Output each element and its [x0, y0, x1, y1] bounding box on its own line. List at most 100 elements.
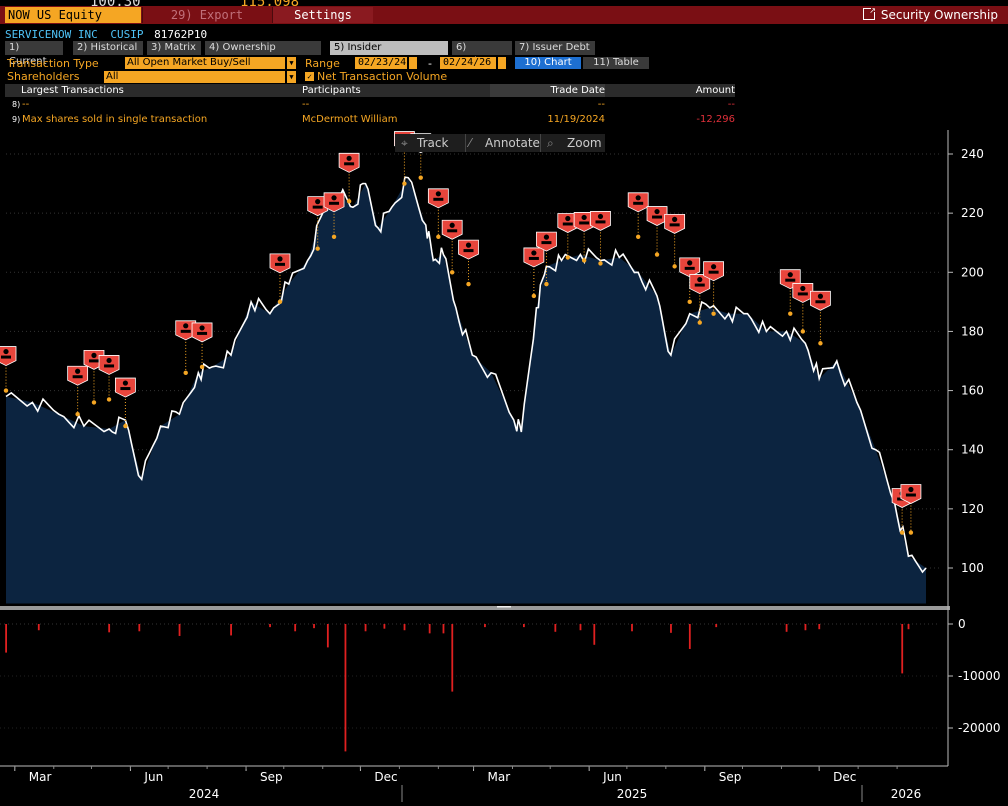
volume-bar [428, 624, 431, 634]
insider-marker-icon[interactable] [0, 346, 17, 367]
divider [272, 7, 273, 23]
insider-marker-icon[interactable] [427, 188, 449, 209]
table-row[interactable]: 8) -- -- -- -- [5, 98, 735, 112]
net-volume-label: Net Transaction Volume [317, 70, 448, 83]
volume-bar [688, 624, 691, 649]
calendar-icon[interactable] [409, 57, 417, 69]
insider-marker-icon[interactable] [646, 206, 668, 226]
annotate-button[interactable]: Annotate [485, 136, 540, 150]
external-link-icon: ↗ [862, 6, 877, 20]
transaction-dot [687, 299, 692, 305]
insider-marker-icon[interactable] [458, 239, 479, 260]
insider-marker-icon[interactable] [703, 261, 724, 282]
net-volume-checkbox[interactable]: ✓ [305, 72, 314, 81]
export-button[interactable]: 29) Export [170, 8, 244, 22]
transaction-dot [788, 311, 793, 316]
insider-chart[interactable]: 100 120 140 160 180 200 220 240 0 -10000 -20000 Mar… [0, 130, 1008, 806]
chevron-down-icon[interactable]: ▼ [287, 71, 296, 83]
crosshair-icon[interactable]: ⌖ [401, 136, 408, 150]
volume-bar [344, 624, 347, 752]
tab-historical[interactable]: 2) Historical [73, 41, 143, 55]
x-tick-label: Mar [29, 770, 52, 784]
chart-toolbar: ⌖ Track ⁄ Annotate ⌕ Zoom [395, 134, 605, 152]
insider-marker-icon[interactable] [664, 213, 686, 234]
chart-view-button[interactable]: 10) Chart [515, 57, 581, 69]
shareholders-select[interactable]: All [104, 71, 285, 83]
cusip-label: CUSIP [110, 28, 144, 41]
insider-marker-icon[interactable] [441, 219, 463, 240]
tab-options[interactable]: 6) Options [452, 41, 512, 67]
zoom-button[interactable]: Zoom [567, 136, 602, 150]
transaction-type-select[interactable]: All Open Market Buy/Sell [125, 57, 285, 69]
trade-date-header-label: Trade Date [550, 85, 605, 96]
y-tick-label: 180 [961, 324, 984, 338]
insider-marker-icon[interactable] [114, 377, 136, 398]
volume-bar [785, 624, 788, 632]
tab-matrix[interactable]: 3) Matrix [147, 41, 201, 55]
insider-marker-icon[interactable] [323, 192, 345, 213]
pencil-icon[interactable]: ⁄ [469, 136, 472, 150]
x-tick-label: Mar [488, 770, 511, 784]
track-button[interactable]: Track [417, 136, 449, 150]
transaction-dot [199, 364, 205, 370]
insider-marker-icon[interactable] [191, 322, 213, 343]
price-line [5, 176, 927, 574]
calendar-icon[interactable] [498, 57, 506, 69]
settings-button[interactable]: Settings [273, 7, 373, 23]
volume-bar [313, 624, 315, 629]
transaction-dot [908, 530, 914, 535]
chevron-down-icon[interactable]: ▼ [287, 57, 296, 69]
volume-bar [901, 624, 904, 674]
insider-marker-icon[interactable] [900, 484, 922, 504]
insider-marker-icon[interactable] [338, 152, 360, 173]
tab-ownership-summary[interactable]: 4) Ownership Summary [205, 41, 321, 67]
tab-insider-transactions[interactable]: 5) Insider Transactions [330, 41, 448, 67]
transaction-dot [544, 281, 549, 287]
volume-bar [364, 624, 367, 632]
volume-bar [631, 624, 633, 632]
tab-current[interactable]: 1) Current [5, 41, 63, 67]
table-view-button[interactable]: 11) Table [583, 57, 649, 69]
insider-marker-icon[interactable] [98, 355, 120, 375]
transaction-type-label: Transaction Type [7, 57, 99, 70]
shareholders-label: Shareholders [7, 70, 80, 83]
range-start-input[interactable]: 02/23/24 [355, 57, 407, 69]
row-amount: -- [727, 99, 735, 110]
volume-bar [178, 624, 181, 636]
volume-bar [804, 624, 807, 631]
col-header-amount: Amount [695, 85, 735, 96]
range-dash: - [428, 57, 432, 70]
insider-marker-icon[interactable] [627, 192, 649, 213]
insider-marker-icon[interactable] [590, 211, 611, 231]
company-name: SERVICENOW INC [5, 28, 98, 41]
insider-marker-icon[interactable] [67, 365, 89, 386]
table-row[interactable]: 9) Max shares sold in single transaction… [5, 113, 735, 127]
insider-marker-icon[interactable] [689, 274, 711, 295]
insider-marker-icon[interactable] [307, 196, 329, 217]
ticker-input[interactable]: NOW US Equity [5, 7, 141, 23]
range-end-input[interactable]: 02/24/26 [440, 57, 496, 69]
y-tick-label: 160 [961, 384, 984, 398]
volume-bar [593, 624, 596, 645]
x-tick-label: Sep [719, 770, 742, 784]
function-bar [0, 6, 1008, 24]
insider-marker-icon[interactable] [523, 247, 545, 268]
insider-marker-icon[interactable] [792, 283, 814, 303]
insider-marker-icon[interactable] [810, 290, 831, 311]
x-tick-label: Jun [602, 770, 622, 784]
security-ownership-link[interactable]: ↗ Security Ownership [862, 6, 998, 23]
range-label: Range [305, 57, 340, 70]
tab-issuer-debt[interactable]: 7) Issuer Debt [515, 41, 595, 55]
transaction-dot [818, 341, 823, 346]
divider [142, 7, 143, 23]
y-tick-label: 200 [961, 265, 984, 279]
insider-marker-icon[interactable] [269, 253, 291, 274]
year-label: 2025 [617, 787, 648, 801]
magnifier-icon[interactable]: ⌕ [547, 136, 554, 150]
volume-bar [523, 624, 525, 628]
volume-bar [37, 624, 40, 631]
insider-marker-icon[interactable] [536, 231, 557, 252]
insider-marker-icon[interactable] [175, 320, 197, 341]
col-header-trade-date: Trade Date [490, 84, 605, 97]
volume-bar [326, 624, 329, 648]
